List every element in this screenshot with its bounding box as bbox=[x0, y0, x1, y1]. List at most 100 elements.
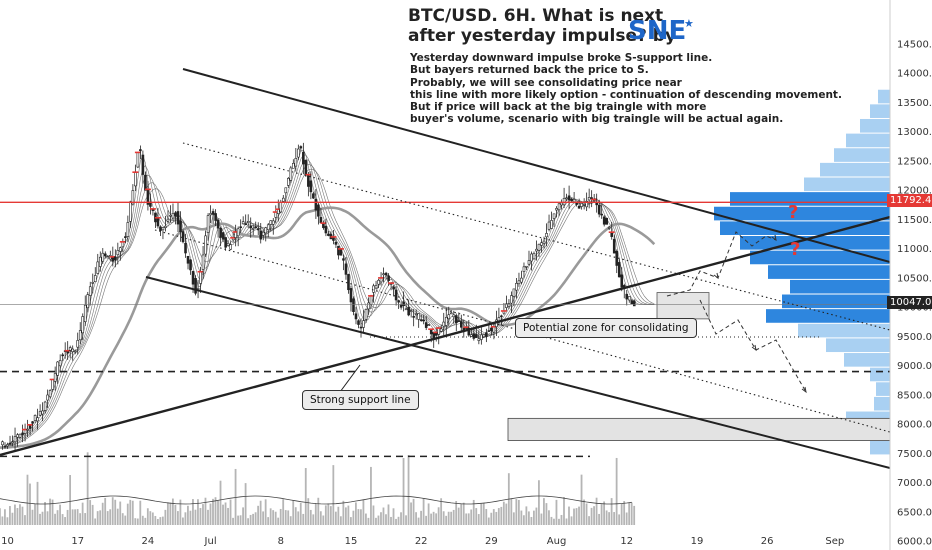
candle-body bbox=[615, 250, 619, 266]
price-tick-label: 10500.0 bbox=[897, 273, 932, 284]
candle-body bbox=[349, 288, 353, 303]
volume-bar bbox=[535, 507, 538, 525]
chart-title-line-1: BTC/USD. 6H. What is next bbox=[408, 6, 664, 26]
candle-body bbox=[244, 223, 247, 226]
candle-marker bbox=[134, 151, 141, 154]
candle-body bbox=[174, 212, 177, 217]
candle-body bbox=[181, 231, 185, 243]
volume-bar bbox=[212, 498, 214, 525]
candle-body bbox=[194, 278, 197, 294]
candle-body bbox=[364, 309, 368, 320]
time-tick-label: 8 bbox=[278, 536, 284, 547]
candle-body bbox=[134, 172, 137, 187]
volume-average-line bbox=[0, 495, 632, 505]
candle-body bbox=[334, 241, 338, 245]
volume-bar bbox=[487, 517, 490, 525]
volume-profile-bar bbox=[870, 440, 890, 455]
candle-body bbox=[422, 319, 425, 322]
volume-bar bbox=[31, 509, 34, 525]
candle-marker bbox=[27, 424, 34, 426]
volume-bar bbox=[390, 516, 392, 525]
candle-body bbox=[13, 436, 17, 443]
volume-bar bbox=[442, 511, 445, 525]
volume-bar bbox=[224, 502, 227, 525]
volume-bar bbox=[287, 510, 290, 525]
volume-bar bbox=[111, 497, 114, 525]
candle-body bbox=[367, 302, 370, 310]
volume-profile-bar bbox=[876, 382, 890, 396]
time-tick-label: 29 bbox=[485, 536, 498, 547]
volume-profile-bar bbox=[768, 265, 890, 279]
volume-bar bbox=[603, 501, 605, 525]
moving-average-line bbox=[0, 168, 655, 448]
candle-body bbox=[597, 204, 601, 215]
question-mark-icon: ? bbox=[790, 239, 800, 260]
candle-body bbox=[439, 328, 443, 332]
candle-body bbox=[515, 282, 518, 291]
volume-bar bbox=[129, 499, 132, 525]
candle-marker bbox=[591, 198, 598, 201]
candle-body bbox=[620, 274, 624, 288]
volume-bar bbox=[608, 512, 611, 525]
volume-bar bbox=[590, 507, 593, 525]
candle-body bbox=[144, 174, 147, 191]
volume-bar bbox=[477, 514, 480, 525]
candle-body bbox=[264, 227, 268, 234]
volume-bar bbox=[324, 505, 327, 525]
candle-body bbox=[482, 334, 486, 338]
candle-body bbox=[344, 263, 348, 275]
volume-bar bbox=[570, 516, 573, 525]
volume-profile-bar bbox=[714, 206, 890, 221]
candle-body bbox=[164, 225, 167, 228]
volume-bar bbox=[417, 517, 420, 525]
candle-body bbox=[41, 410, 44, 415]
volume-bar bbox=[613, 512, 616, 525]
candle-body bbox=[429, 329, 433, 335]
volume-bar bbox=[264, 499, 267, 525]
candle-marker bbox=[272, 211, 279, 213]
candle-body bbox=[281, 197, 285, 202]
volume-bar bbox=[39, 513, 41, 525]
consolidation-callout: Potential zone for consolidating bbox=[515, 318, 697, 338]
candle-body bbox=[449, 312, 453, 315]
volume-bar bbox=[227, 507, 229, 525]
volume-bar bbox=[252, 513, 255, 525]
volume-bar bbox=[527, 511, 530, 525]
volume-bar bbox=[623, 501, 626, 525]
trendlines: ?? bbox=[0, 68, 891, 469]
volume-bar bbox=[500, 506, 503, 525]
candle-body bbox=[505, 303, 508, 308]
brand-logo: SNE bbox=[628, 16, 687, 46]
candle-body bbox=[452, 314, 456, 318]
volume-bar bbox=[372, 505, 375, 525]
candle-body bbox=[279, 202, 283, 213]
candle-body bbox=[424, 322, 428, 328]
candle-body bbox=[101, 252, 105, 262]
candle-body bbox=[490, 327, 493, 332]
volume-bar bbox=[568, 506, 570, 525]
candle-body bbox=[550, 220, 553, 229]
volume-bar bbox=[457, 507, 460, 525]
volume-bar bbox=[492, 509, 495, 525]
volume-bar bbox=[575, 508, 578, 525]
volume-bar bbox=[119, 501, 122, 525]
candle-body bbox=[492, 326, 496, 333]
candle-body bbox=[357, 320, 360, 325]
candle-body bbox=[83, 304, 87, 322]
volume-bar bbox=[357, 509, 360, 525]
volume-bar bbox=[397, 516, 400, 525]
price-tick-label: 7500.0 bbox=[897, 449, 932, 460]
volume-profile-bar bbox=[766, 309, 890, 323]
time-tick-label: 19 bbox=[691, 536, 704, 547]
candle-body bbox=[33, 415, 37, 421]
price-tick-label: 7000.0 bbox=[897, 478, 932, 489]
volume-profile-bar bbox=[798, 323, 890, 338]
candle-body bbox=[610, 232, 614, 237]
candle-body bbox=[38, 411, 42, 416]
candle-body bbox=[302, 151, 305, 165]
candle-body bbox=[324, 225, 328, 234]
volume-bar bbox=[99, 510, 102, 525]
candle-body bbox=[131, 190, 135, 205]
volume-bar bbox=[259, 500, 262, 525]
time-tick-label: Aug bbox=[547, 536, 567, 547]
